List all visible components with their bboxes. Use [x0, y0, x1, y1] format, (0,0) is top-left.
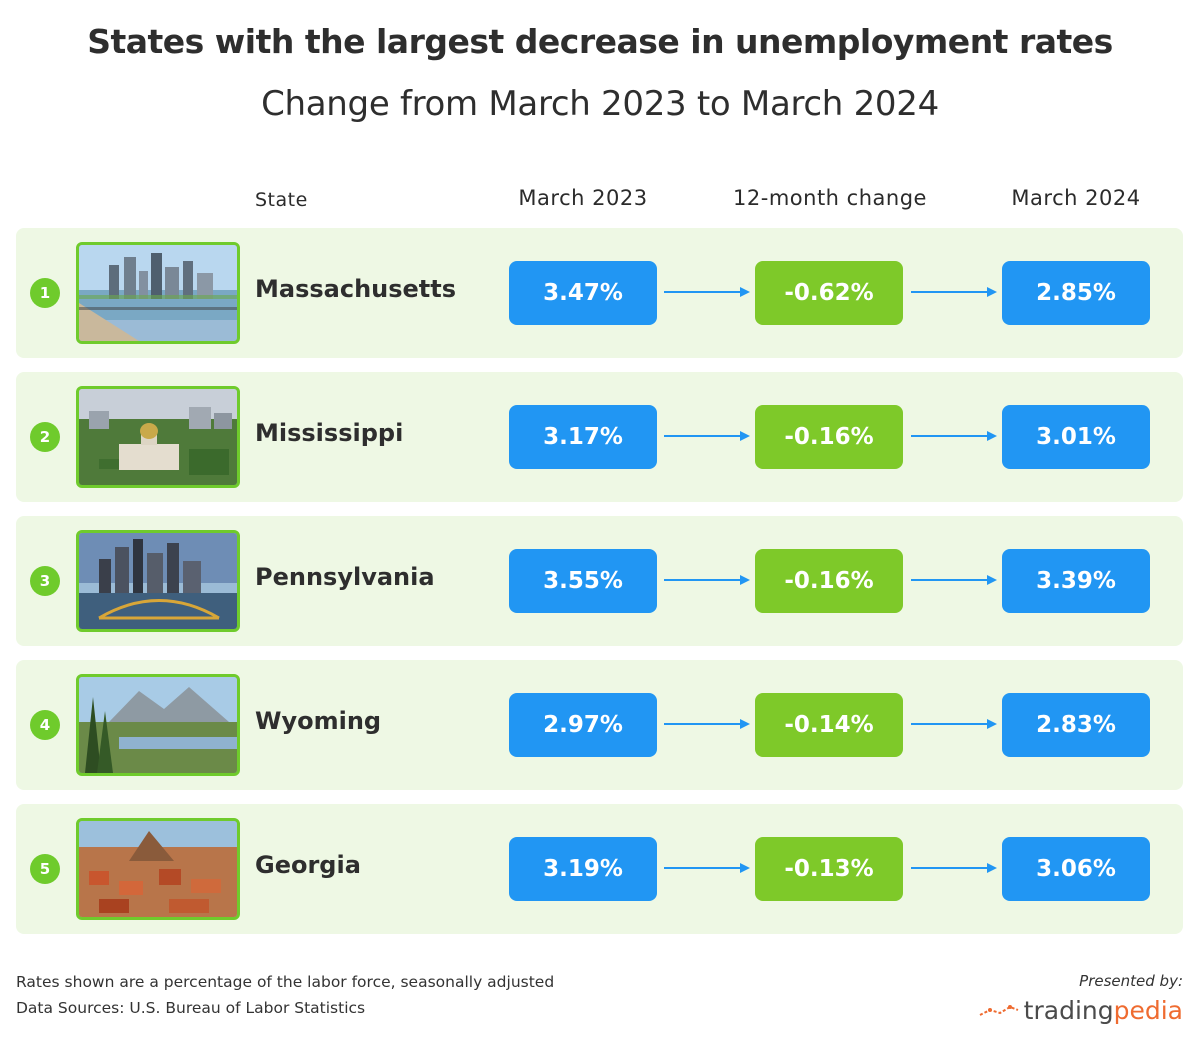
table-row: 1 Massachusetts 3.47% -0.62% 2.85%: [16, 228, 1183, 358]
march-2023-value: 3.47%: [509, 261, 657, 325]
chart-subtitle: Change from March 2023 to March 2024: [261, 84, 939, 124]
state-photo: [76, 818, 240, 920]
arrow-icon: [911, 431, 997, 441]
footnote: Rates shown are a percentage of the labo…: [16, 973, 555, 991]
change-value: -0.14%: [755, 693, 903, 757]
rank-badge: 5: [30, 854, 60, 884]
rank-badge: 3: [30, 566, 60, 596]
header-march-2024: March 2024: [1011, 186, 1141, 210]
change-value: -0.16%: [755, 405, 903, 469]
arrow-icon: [664, 431, 750, 441]
table-row: 4 Wyoming 2.97% -0.14% 2.83%: [16, 660, 1183, 790]
march-2024-value: 3.39%: [1002, 549, 1150, 613]
table-row: 5 Georgia 3.19% -0.13% 3.06%: [16, 804, 1183, 934]
march-2024-value: 3.01%: [1002, 405, 1150, 469]
arrow-icon: [664, 575, 750, 585]
chart-title: States with the largest decrease in unem…: [87, 22, 1113, 61]
arrow-icon: [911, 287, 997, 297]
march-2023-value: 3.55%: [509, 549, 657, 613]
arrow-icon: [911, 863, 997, 873]
arrow-icon: [664, 863, 750, 873]
brand-name-part2: pedia: [1113, 996, 1183, 1025]
march-2024-value: 2.83%: [1002, 693, 1150, 757]
march-2023-value: 2.97%: [509, 693, 657, 757]
state-name: Mississippi: [255, 419, 404, 447]
arrow-icon: [664, 287, 750, 297]
table-row: 2 Mississippi 3.17% -0.16% 3.01%: [16, 372, 1183, 502]
rank-badge: 4: [30, 710, 60, 740]
state-name: Wyoming: [255, 707, 382, 735]
table-row: 3 Pennsylvania 3.55% -0.16% 3.39%: [16, 516, 1183, 646]
state-photo: [76, 530, 240, 632]
brand-logo[interactable]: trading pedia: [978, 996, 1183, 1025]
arrow-icon: [911, 719, 997, 729]
data-sources: Data Sources: U.S. Bureau of Labor Stati…: [16, 999, 366, 1017]
arrow-icon: [664, 719, 750, 729]
state-photo: [76, 386, 240, 488]
state-photo: [76, 242, 240, 344]
rank-badge: 1: [30, 278, 60, 308]
march-2024-value: 2.85%: [1002, 261, 1150, 325]
change-value: -0.62%: [755, 261, 903, 325]
state-name: Massachusetts: [255, 275, 457, 303]
arrow-icon: [911, 575, 997, 585]
march-2024-value: 3.06%: [1002, 837, 1150, 901]
state-name: Pennsylvania: [255, 563, 435, 591]
change-value: -0.16%: [755, 549, 903, 613]
state-name: Georgia: [255, 851, 361, 879]
rank-badge: 2: [30, 422, 60, 452]
march-2023-value: 3.19%: [509, 837, 657, 901]
header-12-month-change: 12-month change: [733, 186, 927, 210]
brand-name-part1: trading: [1023, 996, 1114, 1025]
state-photo: [76, 674, 240, 776]
presented-by: Presented by:: [1079, 972, 1183, 990]
trend-line-icon: [979, 1004, 1019, 1016]
header-march-2023: March 2023: [518, 186, 648, 210]
header-state: State: [255, 189, 308, 211]
march-2023-value: 3.17%: [509, 405, 657, 469]
change-value: -0.13%: [755, 837, 903, 901]
